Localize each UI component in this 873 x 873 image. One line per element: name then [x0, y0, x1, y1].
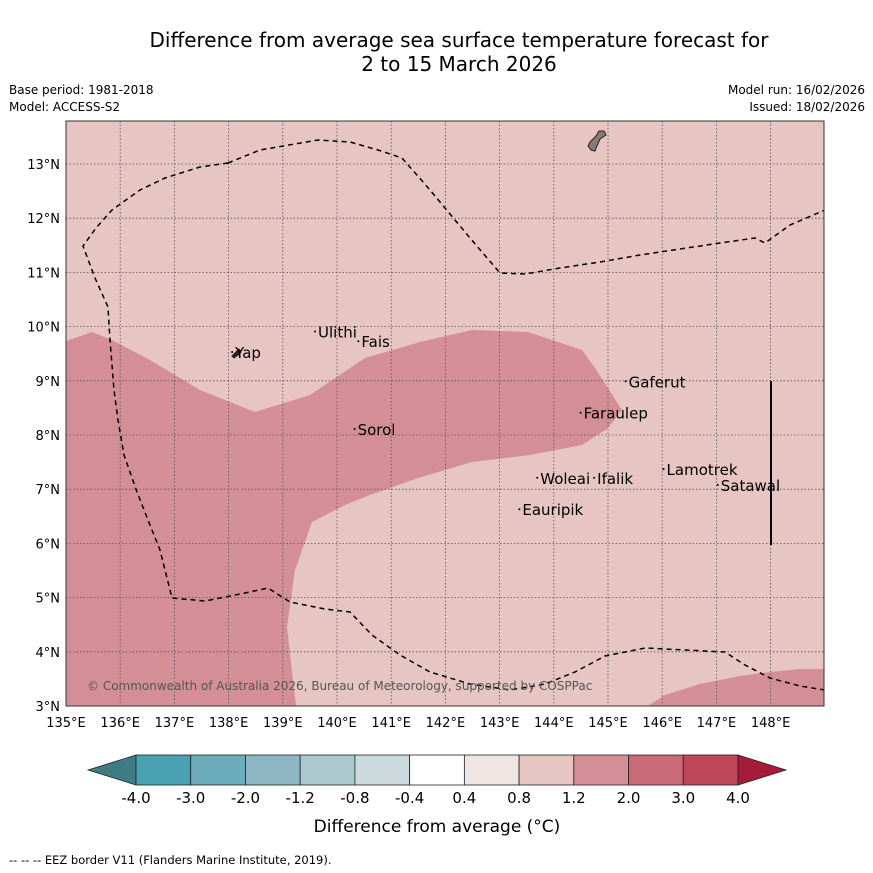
- colorbar-bin: [190, 754, 246, 786]
- warm-anomaly-region-southeast: [648, 669, 824, 706]
- issued-date: Issued: 18/02/2026: [749, 100, 865, 114]
- model-run: Model run: 16/02/2026: [727, 83, 865, 97]
- meta-left: Base period: 1981-2018 Model: ACCESS-S2: [9, 82, 154, 116]
- colorbar-bin: [409, 754, 465, 786]
- map-frame: [65, 120, 825, 707]
- lon-tick-label: 143°E: [480, 716, 520, 731]
- colorbar-extend-high: [737, 754, 788, 786]
- lat-tick-label: 11°N: [27, 266, 60, 281]
- lat-tick-label: 5°N: [36, 592, 61, 607]
- lon-tick-label: 147°E: [697, 716, 737, 731]
- lat-tick-label: 13°N: [27, 158, 60, 173]
- place-label: Fais: [361, 333, 390, 351]
- base-period: Base period: 1981-2018: [9, 83, 154, 97]
- colorbar-tick-label: 0.8: [507, 789, 531, 807]
- lon-tick-label: 137°E: [155, 716, 195, 731]
- place-label: Sorol: [358, 421, 396, 439]
- latitude-ticks: 13°N 12°N 11°N 10°N 9°N 8°N 7°N 6°N 5°N 4°N 3°N: [27, 158, 60, 715]
- guam-island: [587, 130, 607, 152]
- lon-tick-label: 140°E: [317, 716, 357, 731]
- lat-tick-label: 7°N: [36, 483, 61, 498]
- place-label: Faraulep: [584, 405, 648, 423]
- colorbar-label: Difference from average (°C): [314, 817, 561, 837]
- place-marker: [716, 483, 719, 486]
- lat-tick-label: 3°N: [36, 700, 61, 715]
- place-marker: [231, 351, 234, 354]
- place-marker: [536, 476, 539, 479]
- lon-tick-label: 148°E: [751, 716, 791, 731]
- lon-tick-label: 136°E: [100, 716, 140, 731]
- lon-tick-label: 138°E: [209, 716, 249, 731]
- title-line-2: 2 to 15 March 2026: [361, 52, 557, 76]
- lon-tick-label: 144°E: [534, 716, 574, 731]
- colorbar-tick-label: 1.2: [562, 789, 586, 807]
- lon-tick-label: 139°E: [263, 716, 303, 731]
- copyright-notice: © Commonwealth of Australia 2026, Bureau…: [87, 679, 592, 693]
- colorbar-tick-label: -0.4: [395, 789, 424, 807]
- place-label: Eauripik: [522, 501, 583, 519]
- place-label: Woleai: [540, 470, 590, 488]
- place-label: Gaferut: [629, 373, 686, 391]
- warm-anomaly-region: [66, 330, 622, 706]
- place-marker: [579, 411, 582, 414]
- colorbar-bin: [299, 754, 356, 786]
- colorbar-bin: [682, 754, 739, 786]
- colorbar-tick-label: -3.0: [176, 789, 205, 807]
- model-name: Model: ACCESS-S2: [9, 100, 121, 114]
- place-marker: [662, 468, 665, 471]
- lat-tick-label: 9°N: [36, 375, 61, 390]
- place-label: Yap: [234, 344, 261, 362]
- place-marker: [314, 330, 317, 333]
- lon-tick-label: 145°E: [588, 716, 628, 731]
- colorbar-tick-label: 4.0: [726, 789, 750, 807]
- place-marker: [353, 428, 356, 430]
- lat-tick-label: 10°N: [27, 321, 60, 336]
- colorbar-tick-label: -4.0: [121, 789, 150, 807]
- lon-tick-label: 146°E: [642, 716, 682, 731]
- colorbar-tick-label: 3.0: [671, 789, 695, 807]
- colorbar-bin: [463, 754, 520, 786]
- lat-tick-label: 6°N: [36, 537, 61, 552]
- colorbar-bin: [245, 754, 301, 786]
- eez-border: [82, 162, 824, 691]
- place-label: Lamotrek: [667, 461, 738, 479]
- colorbar-bin: [135, 754, 192, 786]
- place-marker: [357, 340, 360, 343]
- colorbar-tick-label: 2.0: [617, 789, 641, 807]
- colorbar-tick-label: 0.4: [452, 789, 476, 807]
- place-marker: [624, 380, 627, 383]
- lon-tick-label: 141°E: [371, 716, 411, 731]
- eez-border: [227, 139, 824, 275]
- map-title: Difference from average sea surface temp…: [66, 28, 852, 76]
- colorbar-bin: [628, 754, 684, 786]
- eez-legend-note: -- -- -- EEZ border V11 (Flanders Marine…: [9, 853, 332, 867]
- place-label: Satawal: [721, 477, 780, 495]
- title-line-1: Difference from average sea surface temp…: [149, 28, 769, 52]
- place-label: Ulithi: [318, 323, 357, 341]
- longitude-ticks: 135°E 136°E 137°E 138°E 139°E 140°E 141°E 142°E…: [46, 716, 790, 731]
- colorbar-extend-low: [86, 754, 137, 786]
- lon-tick-label: 142°E: [426, 716, 466, 731]
- colorbar-bin: [354, 754, 411, 786]
- lat-tick-label: 4°N: [36, 646, 61, 661]
- meta-right: Model run: 16/02/2026 Issued: 18/02/2026: [728, 82, 865, 116]
- yap-island: [231, 348, 242, 359]
- map-grid: [66, 121, 824, 706]
- colorbar: -4.0 -3.0 -2.0 -1.2 -0.8 -0.4 0.4 0.8 1.2 2.0 3.0 4…: [86, 754, 788, 807]
- lon-tick-label: 135°E: [46, 716, 86, 731]
- place-label: Ifalik: [597, 470, 633, 488]
- colorbar-bin: [518, 754, 575, 786]
- colorbar-tick-label: -1.2: [286, 789, 315, 807]
- lat-tick-label: 12°N: [27, 212, 60, 227]
- lat-tick-label: 8°N: [36, 429, 61, 444]
- place-marker: [518, 508, 521, 511]
- colorbar-bin: [573, 754, 629, 786]
- colorbar-tick-label: -0.8: [340, 789, 369, 807]
- colorbar-tick-label: -2.0: [231, 789, 260, 807]
- place-marker: [593, 476, 596, 479]
